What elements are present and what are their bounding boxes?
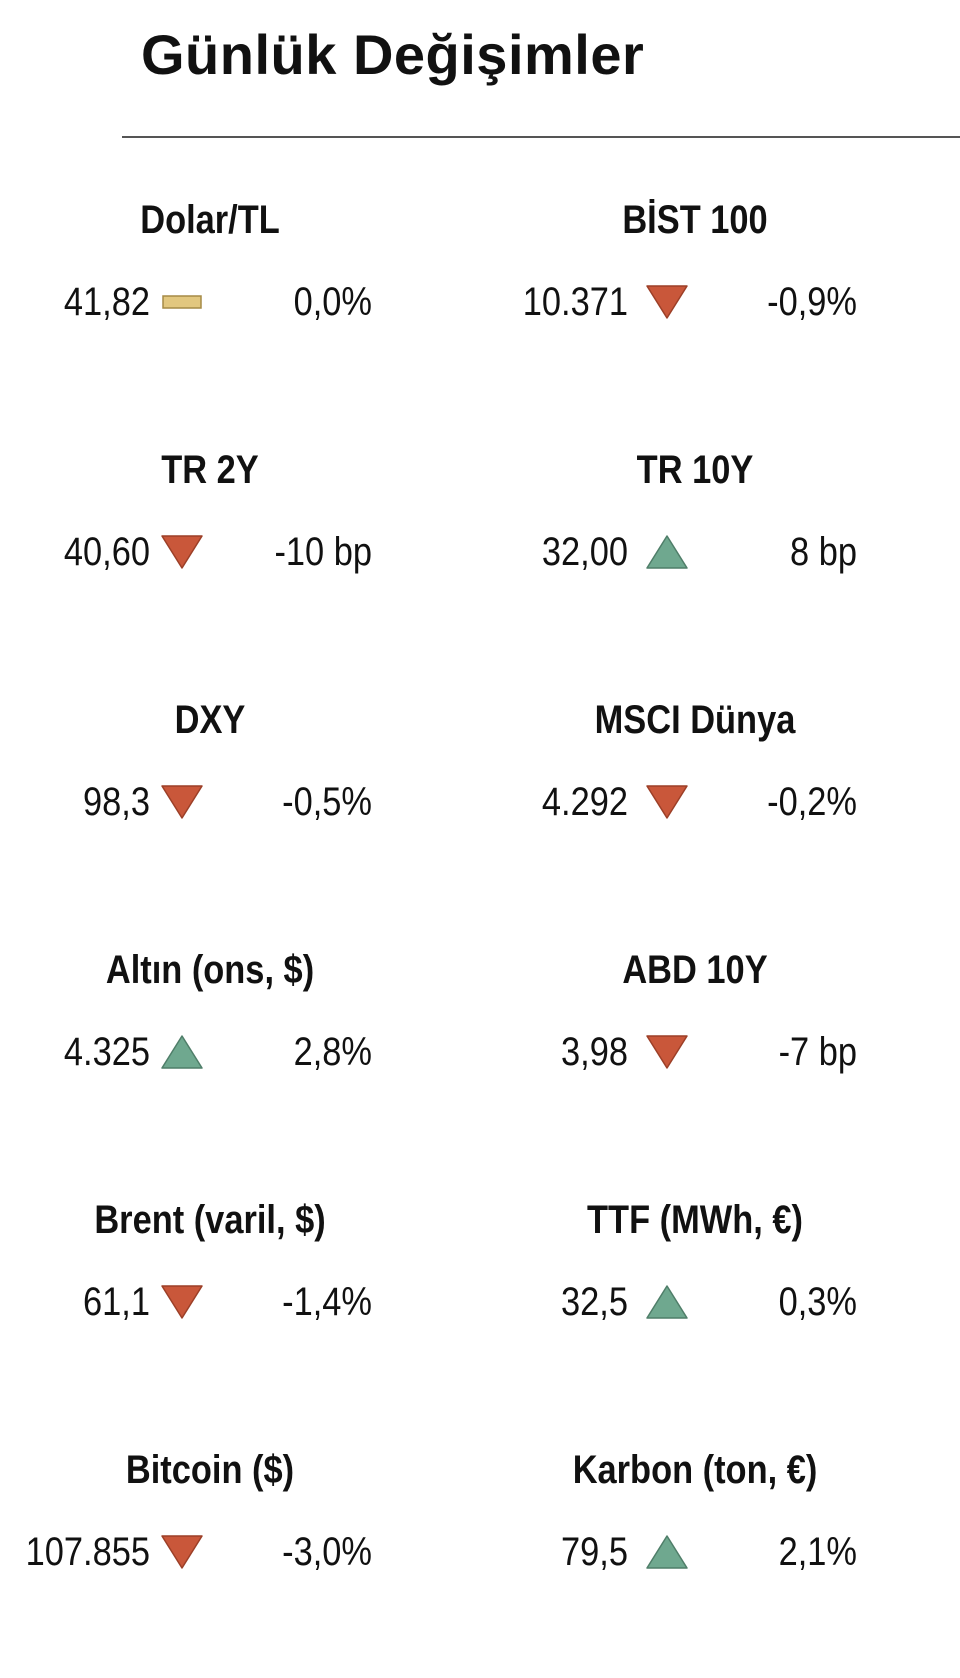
market-item-change: 0,3% [778, 1280, 857, 1324]
market-item-change: 2,8% [293, 1030, 372, 1074]
page-title: Günlük Değişimler [141, 23, 645, 86]
market-item-value: 40,60 [63, 530, 150, 574]
market-item-value: 4.292 [541, 780, 628, 824]
market-item-name: Dolar/TL [140, 198, 280, 242]
market-item-change: 0,0% [293, 280, 372, 324]
down-triangle-icon [645, 782, 689, 822]
market-item-name: TTF (MWh, €) [587, 1198, 803, 1242]
market-item-change: -0,9% [767, 280, 857, 324]
up-triangle-icon [645, 1282, 689, 1322]
market-item-name: BİST 100 [622, 198, 768, 242]
market-item-name: MSCI Dünya [594, 698, 796, 742]
down-triangle-icon [160, 782, 204, 822]
market-item-change: 2,1% [778, 1530, 857, 1574]
market-item: Karbon (ton, €) 79,5 2,1% [485, 1440, 955, 1640]
market-item-value: 3,98 [561, 1030, 628, 1074]
market-item-name: TR 2Y [161, 448, 259, 492]
market-item-change: -7 bp [778, 1030, 857, 1074]
market-item-name: DXY [174, 698, 246, 742]
market-item: TR 2Y 40,60 -10 bp [0, 440, 470, 640]
market-item-value: 4.325 [63, 1030, 150, 1074]
market-item-value: 79,5 [561, 1530, 628, 1574]
market-item: Dolar/TL 41,82 0,0% [0, 190, 470, 390]
market-item-value: 10.371 [522, 280, 628, 324]
market-item-value: 107.855 [25, 1530, 150, 1574]
market-item: MSCI Dünya 4.292 -0,2% [485, 690, 955, 890]
market-item: DXY 98,3 -0,5% [0, 690, 470, 890]
down-triangle-icon [645, 1032, 689, 1072]
market-item-change: -10 bp [274, 530, 372, 574]
market-item-change: -3,0% [282, 1530, 372, 1574]
market-item-value: 32,5 [561, 1280, 628, 1324]
market-item-name: ABD 10Y [622, 948, 768, 992]
down-triangle-icon [160, 532, 204, 572]
market-item: ABD 10Y 3,98 -7 bp [485, 940, 955, 1140]
down-triangle-icon [645, 282, 689, 322]
title-divider [122, 136, 960, 138]
market-item: BİST 100 10.371 -0,9% [485, 190, 955, 390]
market-item-value: 98,3 [83, 780, 150, 824]
market-item-change: -1,4% [282, 1280, 372, 1324]
market-item-change: -0,2% [767, 780, 857, 824]
up-triangle-icon [160, 1032, 204, 1072]
market-item-name: Karbon (ton, €) [572, 1448, 818, 1492]
flat-bar-icon [160, 282, 204, 322]
market-item-name: Brent (varil, $) [94, 1198, 326, 1242]
down-triangle-icon [160, 1532, 204, 1572]
market-item-change: -0,5% [282, 780, 372, 824]
market-item-change: 8 bp [790, 530, 857, 574]
market-item: TTF (MWh, €) 32,5 0,3% [485, 1190, 955, 1390]
market-item-value: 41,82 [63, 280, 150, 324]
market-item-name: TR 10Y [636, 448, 754, 492]
down-triangle-icon [160, 1282, 204, 1322]
market-item: TR 10Y 32,00 8 bp [485, 440, 955, 640]
up-triangle-icon [645, 532, 689, 572]
market-item-value: 32,00 [541, 530, 628, 574]
market-item: Bitcoin ($) 107.855 -3,0% [0, 1440, 470, 1640]
market-item: Brent (varil, $) 61,1 -1,4% [0, 1190, 470, 1390]
market-item: Altın (ons, $) 4.325 2,8% [0, 940, 470, 1140]
market-item-value: 61,1 [83, 1280, 150, 1324]
market-item-name: Altın (ons, $) [105, 948, 315, 992]
market-item-name: Bitcoin ($) [125, 1448, 295, 1492]
up-triangle-icon [645, 1532, 689, 1572]
